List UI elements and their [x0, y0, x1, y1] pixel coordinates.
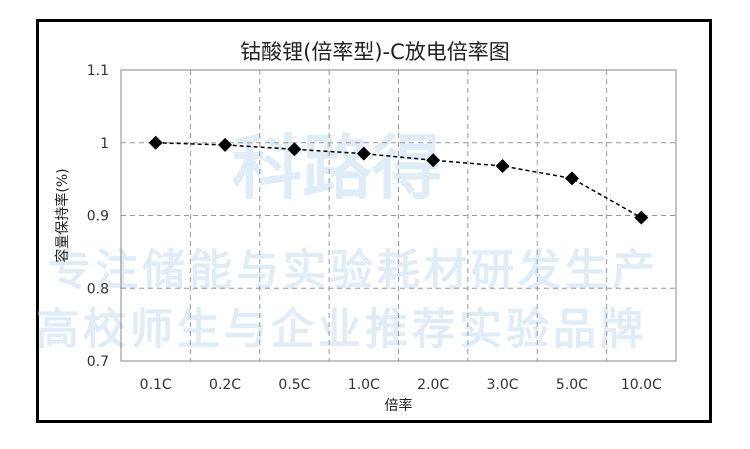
- x-tick-label: 10.0C: [621, 377, 662, 393]
- x-tick-label: 2.0C: [417, 377, 449, 393]
- data-point: [495, 159, 510, 174]
- data-point: [148, 135, 163, 150]
- data-point: [426, 153, 441, 168]
- data-point: [218, 137, 233, 152]
- x-tick-label: 0.2C: [209, 377, 241, 393]
- y-axis-label: 容量保持率(%): [54, 168, 71, 262]
- data-point: [287, 142, 302, 157]
- series-line: [155, 142, 642, 219]
- data-point: [634, 210, 649, 225]
- x-tick-label: 0.1C: [140, 377, 172, 393]
- x-tick-label: 3.0C: [487, 377, 519, 393]
- y-tick-label: 0.8: [87, 281, 109, 297]
- y-tick-label: 1.1: [87, 63, 109, 79]
- x-tick-label: 5.0C: [556, 377, 588, 393]
- x-tick-label: 1.0C: [348, 377, 380, 393]
- data-point: [564, 171, 579, 186]
- chart-frame: [36, 19, 712, 423]
- y-tick-label: 0.9: [87, 209, 109, 225]
- x-axis-label: 倍率: [385, 397, 413, 414]
- x-tick-label: 0.5C: [278, 377, 310, 393]
- data-point: [356, 146, 371, 161]
- y-tick-label: 0.7: [87, 354, 109, 370]
- y-tick-label: 1: [100, 136, 109, 152]
- chart-title: 钴酸锂(倍率型)-C放电倍率图: [240, 40, 510, 64]
- plot-border: [120, 69, 677, 362]
